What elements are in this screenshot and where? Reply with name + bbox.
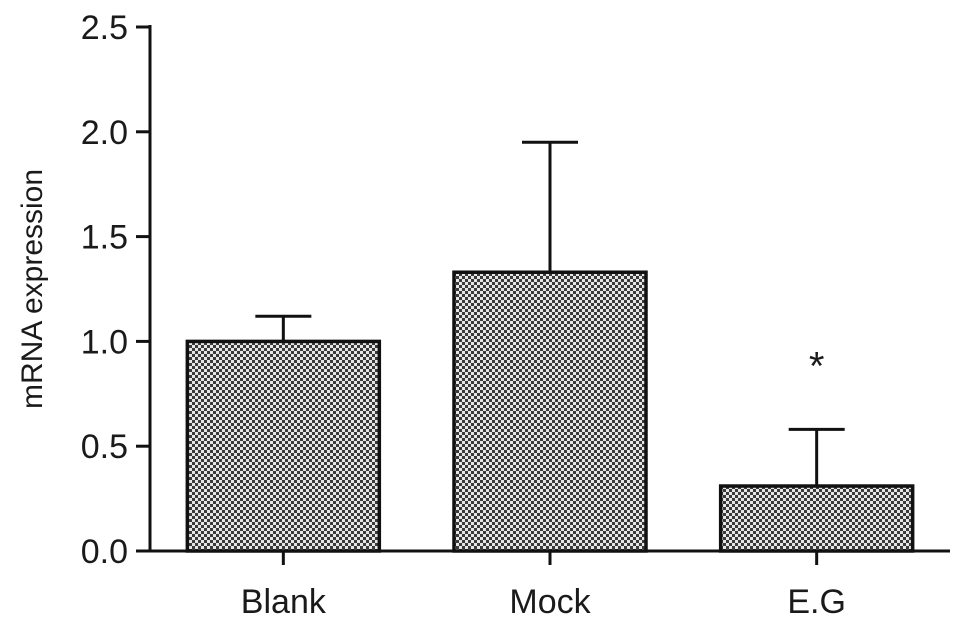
y-tick-label: 0.0 (81, 533, 128, 571)
bar-blank (185, 339, 382, 553)
y-tick-label: 2.0 (81, 114, 128, 152)
x-tick-label: E.G (787, 583, 846, 621)
x-axis-labels: Blank Mock E.G (241, 551, 846, 621)
y-tick-label: 2.5 (81, 9, 128, 47)
bar-mock (452, 270, 648, 553)
y-tick-label: 1.5 (81, 219, 128, 257)
significance-marker: * (809, 344, 825, 388)
y-axis-label: mRNA expression (16, 169, 49, 409)
bars: * (185, 140, 915, 553)
y-tick-label: 0.5 (81, 428, 128, 466)
x-tick-label: Blank (241, 583, 327, 621)
bar-e-g (718, 484, 915, 553)
y-tick-label: 1.0 (81, 323, 128, 361)
x-tick-label: Mock (509, 583, 591, 621)
y-axis-ticks: 0.0 0.5 1.0 1.5 2.0 2.5 (81, 9, 150, 571)
